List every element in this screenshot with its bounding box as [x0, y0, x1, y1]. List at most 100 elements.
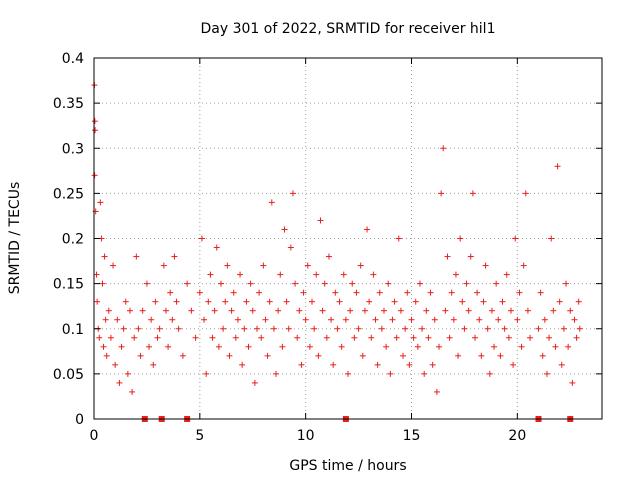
data-point-plus — [480, 298, 487, 305]
data-point-plus — [338, 343, 345, 350]
data-point-plus — [380, 307, 387, 314]
data-point-plus — [567, 307, 574, 314]
y-tick-label: 0.3 — [62, 141, 84, 157]
data-point-plus — [569, 379, 576, 386]
data-point-plus — [315, 352, 322, 359]
data-point-plus — [196, 289, 203, 296]
data-point-plus — [527, 334, 534, 341]
data-point-plus — [395, 235, 402, 242]
data-point-plus — [539, 352, 546, 359]
data-point-plus — [323, 334, 330, 341]
data-point-plus — [351, 334, 358, 341]
data-point-plus — [393, 334, 400, 341]
data-point-plus — [96, 334, 103, 341]
data-point-plus — [232, 334, 239, 341]
data-point-plus — [226, 352, 233, 359]
data-point-plus — [209, 334, 216, 341]
data-point-plus — [230, 289, 237, 296]
data-point-plus — [251, 379, 258, 386]
data-point-plus — [402, 325, 409, 332]
data-point-plus — [302, 316, 309, 323]
data-point-plus — [120, 325, 127, 332]
data-point-plus — [556, 298, 563, 305]
data-point-plus — [103, 352, 110, 359]
data-point-plus — [146, 343, 153, 350]
data-point-plus — [505, 334, 512, 341]
data-point-plus — [450, 316, 457, 323]
data-point-plus — [285, 325, 292, 332]
data-point-plus — [306, 343, 313, 350]
data-point-plus — [425, 334, 432, 341]
data-point-plus — [175, 325, 182, 332]
data-point-plus — [501, 325, 508, 332]
data-point-plus — [455, 352, 462, 359]
data-point-plus — [478, 352, 485, 359]
data-point-plus — [476, 316, 483, 323]
data-point-plus — [262, 316, 269, 323]
data-point-plus — [201, 316, 208, 323]
data-point-plus — [143, 280, 150, 287]
data-point-plus — [91, 172, 98, 179]
data-point-plus — [404, 289, 411, 296]
data-point-plus — [277, 271, 284, 278]
data-point-plus — [440, 145, 447, 152]
data-point-plus — [463, 280, 470, 287]
data-point-plus — [514, 316, 521, 323]
data-point-plus — [491, 343, 498, 350]
data-point-plus — [133, 253, 140, 260]
y-tick-label: 0.1 — [62, 322, 84, 338]
data-point-plus — [416, 280, 423, 287]
data-points — [91, 82, 583, 422]
data-point-plus — [429, 361, 436, 368]
data-point-plus — [289, 190, 296, 197]
data-point-plus — [93, 271, 100, 278]
data-point-plus — [520, 262, 527, 269]
data-point-plus — [412, 298, 419, 305]
data-point-plus — [565, 343, 572, 350]
y-tick-label: 0.05 — [53, 367, 84, 383]
data-point-plus — [247, 280, 254, 287]
data-point-plus — [313, 271, 320, 278]
data-point-plus — [474, 289, 481, 296]
data-point-plus — [110, 262, 117, 269]
data-point-plus — [359, 352, 366, 359]
data-point-plus — [503, 271, 510, 278]
data-point-plus — [497, 352, 504, 359]
data-point-plus — [406, 361, 413, 368]
data-point-plus — [239, 361, 246, 368]
data-point-plus — [512, 235, 519, 242]
data-point-plus — [541, 316, 548, 323]
data-point-plus — [150, 361, 157, 368]
data-point-plus — [287, 244, 294, 251]
data-point-plus — [554, 163, 561, 170]
data-point-plus — [575, 298, 582, 305]
data-point-plus — [408, 316, 415, 323]
data-point-plus — [558, 361, 565, 368]
data-point-plus — [328, 316, 335, 323]
x-tick-label: 15 — [403, 428, 421, 444]
data-point-plus — [97, 199, 104, 206]
data-point-plus — [139, 307, 146, 314]
data-point-plus — [118, 343, 125, 350]
data-point-plus — [100, 343, 107, 350]
data-point-plus — [347, 307, 354, 314]
data-point-plus — [397, 307, 404, 314]
data-point-plus — [260, 262, 267, 269]
data-point-plus — [243, 298, 250, 305]
data-point-plus — [184, 280, 191, 287]
data-point-plus — [345, 370, 351, 377]
data-point-plus — [152, 298, 159, 305]
data-point-plus — [486, 370, 493, 377]
data-point-plus — [266, 298, 273, 305]
data-point-plus — [336, 298, 343, 305]
data-point-plus — [224, 262, 231, 269]
data-point-plus — [241, 325, 248, 332]
data-point-plus — [167, 289, 174, 296]
data-point-plus — [349, 280, 356, 287]
y-tick-label: 0.35 — [53, 96, 84, 112]
data-point-plus — [296, 307, 303, 314]
x-tick-label: 5 — [195, 428, 204, 444]
data-point-plus — [179, 352, 186, 359]
data-point-plus — [160, 262, 167, 269]
